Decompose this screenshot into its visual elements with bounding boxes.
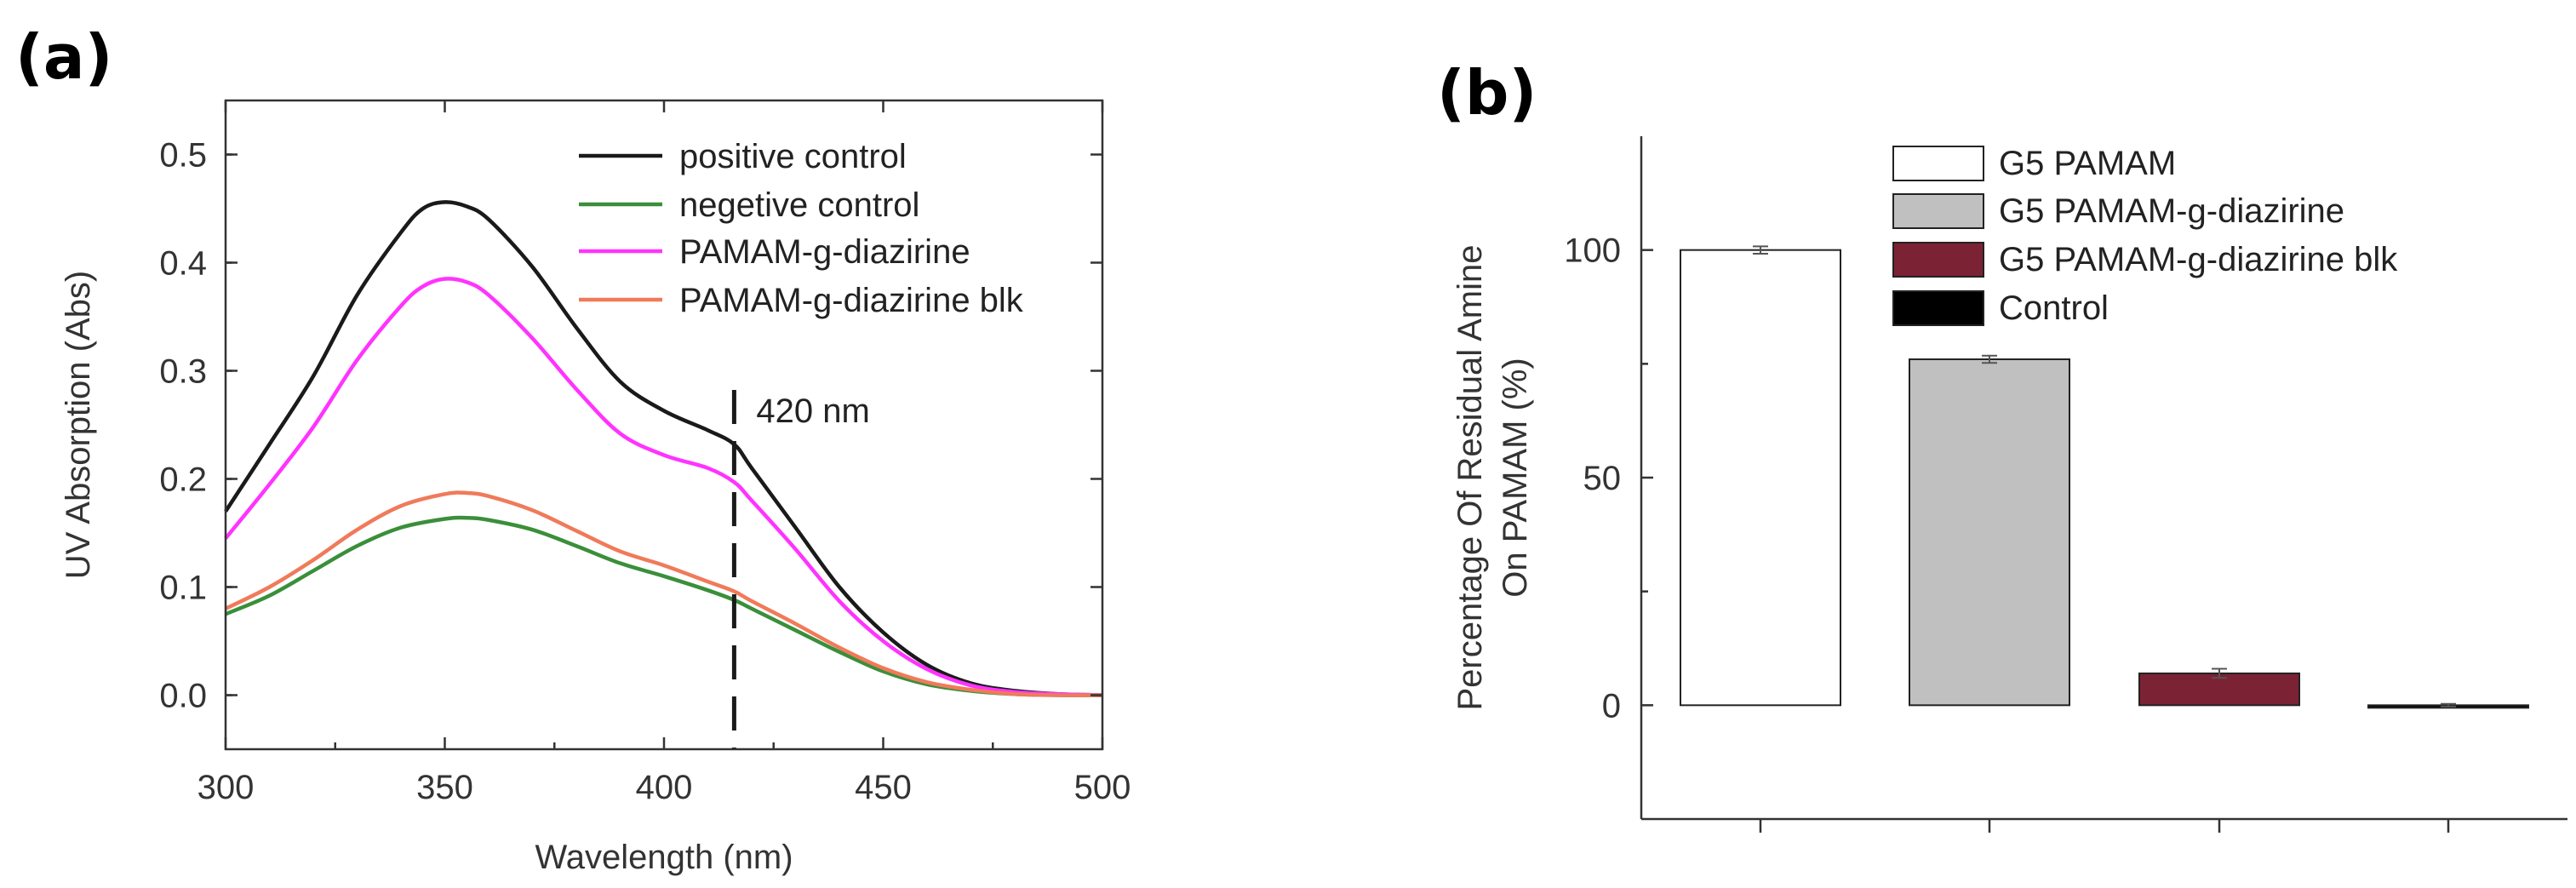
x-tick-label: 300 <box>197 769 255 806</box>
panel-label-b: (b) <box>1437 57 1537 129</box>
legend-label-4: PAMAM-g-diazirine blk <box>679 282 1024 319</box>
legend-label-3: PAMAM-g-diazirine <box>679 233 970 271</box>
y-tick-label: 0.4 <box>159 245 207 283</box>
line-series-group <box>224 200 1103 697</box>
legend-label-b-4: Control <box>1999 289 2109 327</box>
line-series-3 <box>224 277 1103 697</box>
x-tick-label: 500 <box>1074 769 1131 806</box>
bar-group <box>1680 249 2529 709</box>
line-series-2 <box>225 515 1103 697</box>
y-tick-label: 0.2 <box>159 461 207 499</box>
annotation-420nm: 420 nm <box>731 390 870 749</box>
y-axis-ticks-b: 0 50 100 <box>1564 232 1653 725</box>
legend-a: positive control negetive control PAMAM-g-… <box>579 138 1024 319</box>
y-tick-label-b: 50 <box>1583 460 1622 497</box>
line-series-1 <box>224 200 1103 697</box>
x-axis-title-a: Wavelength (nm) <box>535 839 793 876</box>
legend-swatch-b-2 <box>1892 193 1984 229</box>
y-axis-title-b-line1: Percentage Of Residual Amine <box>1451 245 1489 711</box>
legend-label-b-1: G5 PAMAM <box>1999 145 2176 182</box>
annotation-label: 420 nm <box>756 392 869 430</box>
legend-swatch-b-3 <box>1892 242 1984 278</box>
chart-panel-a: (a) 420 nm 300 350 400 450 500 0.00.10.20.30… <box>15 21 1131 876</box>
y-axis-ticks-a: 0.0 0.1 0.2 0.3 0.4 0.5 <box>159 137 1102 715</box>
bar-1 <box>1680 249 1841 707</box>
y-tick-label: 0.5 <box>159 137 207 175</box>
y-axis-title-b-line2: On PAMAM (%) <box>1497 358 1534 598</box>
legend-label-b-2: G5 PAMAM-g-diazirine <box>1999 192 2344 230</box>
plot-frame-a <box>224 99 1104 751</box>
y-axis-title-a: UV Absorption (Abs) <box>60 271 97 579</box>
legend-swatch-b-1 <box>1892 146 1984 181</box>
y-tick-label-b: 0 <box>1602 687 1621 725</box>
y-tick-label: 0.1 <box>159 570 207 607</box>
y-tick-label: 0.0 <box>159 678 207 715</box>
y-tick-label-b: 100 <box>1564 232 1621 270</box>
legend-swatch-b-4 <box>1892 290 1984 326</box>
x-tick-label: 450 <box>855 769 912 806</box>
panel-label-a: (a) <box>15 21 112 93</box>
bar-2 <box>1909 358 2070 707</box>
legend-label-2: negetive control <box>679 186 919 224</box>
error-bar-group <box>1753 245 2456 708</box>
y-tick-label: 0.3 <box>159 353 207 391</box>
legend-label-b-3: G5 PAMAM-g-diazirine blk <box>1999 241 2398 278</box>
legend-b: G5 PAMAM G5 PAMAM-g-diazirine G5 PAMAM-g-d… <box>1892 145 2398 327</box>
x-tick-label: 400 <box>636 769 693 806</box>
x-axis-ticks-a: 300 350 400 450 500 <box>197 100 1131 806</box>
legend-label-1: positive control <box>679 138 907 175</box>
x-axis-ticks-b <box>1759 819 2450 833</box>
x-tick-label: 350 <box>416 769 473 806</box>
line-series-4 <box>225 490 1103 697</box>
